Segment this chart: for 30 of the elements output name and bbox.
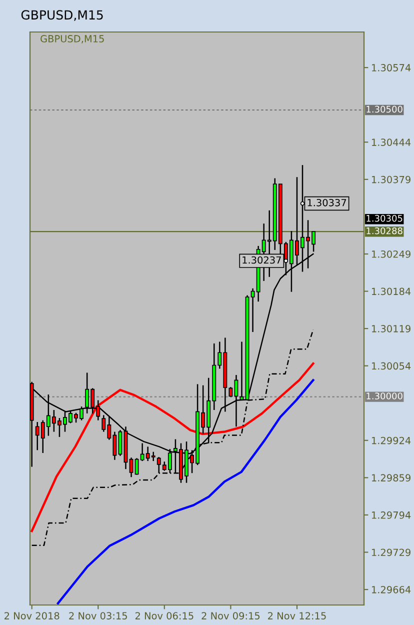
ref-line-label: 1.30288: [366, 227, 402, 234]
y-tick-label: 1.30444: [372, 138, 411, 146]
candlestick: [228, 386, 233, 398]
chart-title: GBPUSD,M15: [21, 10, 103, 21]
y-tick-label: 1.30054: [372, 362, 411, 370]
y-tick-label: 1.30119: [372, 325, 410, 332]
y-tick-label: 1.30574: [372, 64, 411, 72]
x-tick-label: 2 Nov 09:15: [202, 612, 260, 620]
x-tick-label: 2 Nov 06:15: [135, 612, 194, 620]
y-tick-label: 1.29664: [372, 586, 411, 594]
y-tick-label: 1.29729: [372, 548, 410, 556]
text: 1.30305: [366, 214, 402, 222]
y-tick-label: 1.30184: [372, 288, 411, 296]
annotation: 1.30237: [242, 256, 281, 264]
y-tick-label: 1.29859: [372, 474, 410, 482]
line-series: [56, 379, 314, 604]
y-tick-label: 1.30249: [372, 250, 410, 258]
x-tick-label: 2 Nov 2018: [4, 612, 60, 620]
y-tick-label: 1.30379: [372, 176, 410, 184]
ref-line-label: 1.30500: [366, 106, 402, 113]
ref-line-label: 1.30000: [366, 392, 402, 400]
x-tick-label: 2 Nov 12:15: [268, 612, 326, 620]
annotation: GBPUSD,M15: [40, 35, 104, 44]
candlestick: [234, 374, 238, 428]
x-tick-label: 2 Nov 03:15: [69, 612, 127, 620]
line-series: [30, 362, 314, 532]
y-tick-label: 1.29794: [372, 511, 411, 519]
candlestick: [129, 456, 134, 478]
annotation: 1.30337: [308, 198, 346, 206]
y-tick-label: 1.29924: [372, 436, 411, 444]
